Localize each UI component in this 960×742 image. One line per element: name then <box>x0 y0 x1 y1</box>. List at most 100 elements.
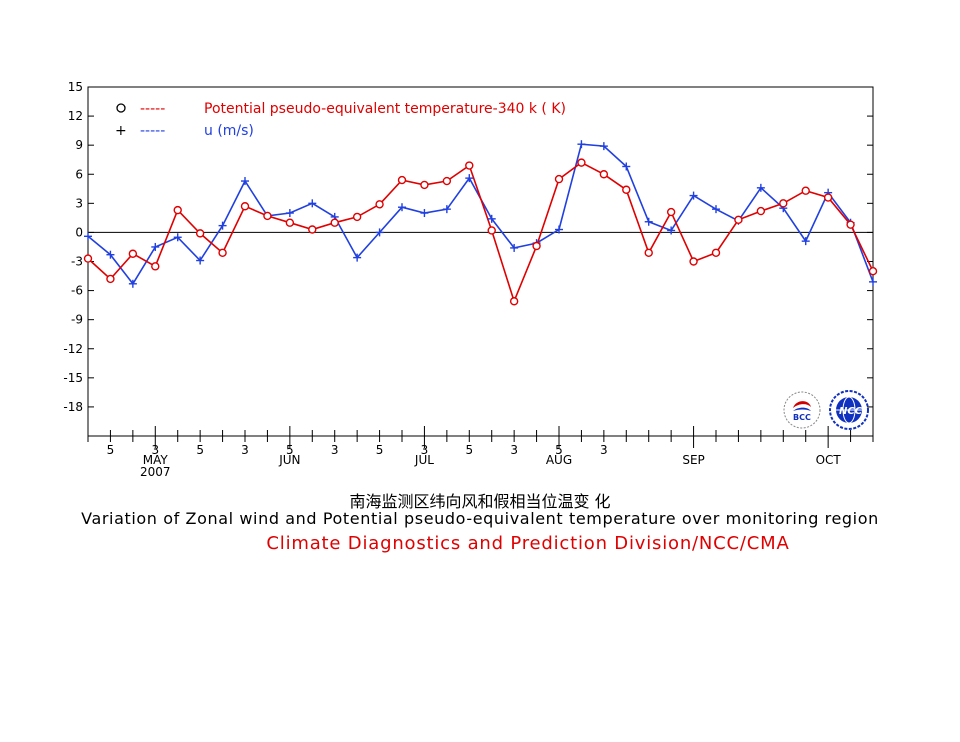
x-month-label: OCT <box>816 453 842 467</box>
temperature-point <box>218 248 227 257</box>
temperature-point <box>151 262 160 271</box>
u-wind-point <box>869 277 877 286</box>
temperature-point <box>442 176 452 186</box>
u-wind-point <box>644 217 653 226</box>
x-day-label: 5 <box>465 443 473 457</box>
u-wind-point <box>173 233 182 242</box>
x-month-label: JUN <box>278 453 300 467</box>
legend: ----- Potential pseudo-equivalent temper… <box>115 101 566 139</box>
temperature-point <box>554 174 564 184</box>
y-tick-label: -3 <box>71 255 83 269</box>
bcc-logo: BCC <box>783 391 821 429</box>
x-month-label: MAY <box>143 453 169 467</box>
u-wind-point <box>577 140 586 149</box>
temperature-point <box>173 205 182 215</box>
x-day-label: 3 <box>241 443 249 457</box>
bcc-logo-swirl-blue <box>793 407 811 411</box>
y-tick-label: -6 <box>71 284 83 298</box>
chart-title-chinese: 南海监测区纬向风和假相当位温变 化 <box>349 492 611 511</box>
temperature-point <box>240 202 250 211</box>
y-tick-label: 12 <box>68 109 83 123</box>
temperature-point <box>801 186 810 195</box>
temperature-point <box>308 225 317 234</box>
u-wind-point <box>353 253 362 262</box>
u-wind-point <box>398 203 406 212</box>
y-axis: 15 12 9 6 3 0 -3 -6 -9 -12 -15 -18 <box>63 80 873 414</box>
y-tick-label: -12 <box>63 342 83 356</box>
u-wind-point <box>128 279 137 288</box>
u-wind-point <box>555 225 563 234</box>
u-wind-point <box>285 209 294 218</box>
legend-dashes-temp: ----- <box>140 101 165 117</box>
x-month-label: SEP <box>682 453 704 467</box>
bcc-logo-text: BCC <box>793 413 811 422</box>
u-wind-point <box>84 232 92 241</box>
temperature-point <box>846 220 855 229</box>
temperature-point <box>352 212 362 222</box>
y-tick-label: -15 <box>63 371 83 385</box>
y-tick-label: 9 <box>75 138 83 152</box>
u-wind-point <box>375 228 384 237</box>
legend-plus-icon: + <box>115 123 127 139</box>
bcc-logo-swirl-red <box>793 401 811 408</box>
bcc-logo-ring <box>783 391 821 429</box>
u-wind-point <box>442 205 451 214</box>
temperature-point <box>756 206 766 216</box>
y-tick-label: 15 <box>68 80 83 94</box>
u-wind-point <box>756 183 765 192</box>
x-day-label: 5 <box>286 443 294 457</box>
series-layer <box>83 140 878 306</box>
u-wind-point <box>196 256 205 265</box>
temperature-point <box>734 215 743 225</box>
x-day-label: 5 <box>196 443 204 457</box>
ncc-logo-text: NCC <box>839 406 863 417</box>
chart-credit: Climate Diagnostics and Prediction Divis… <box>266 533 790 554</box>
u-wind-point <box>689 191 698 200</box>
y-tick-label: 0 <box>75 225 83 239</box>
u-wind-point <box>712 205 720 214</box>
temperature-point <box>644 248 653 257</box>
y-tick-label: -9 <box>71 313 83 327</box>
ncc-logo: NCC <box>829 390 869 430</box>
legend-label-temp: Potential pseudo-equivalent temperature-… <box>204 101 566 117</box>
temperature-point <box>465 161 474 170</box>
u-wind-point <box>151 242 160 251</box>
temperature-point <box>622 185 631 194</box>
u-wind-point <box>308 199 317 208</box>
temperature-point <box>83 254 93 263</box>
u-wind-point <box>218 221 227 230</box>
y-tick-label: -18 <box>63 400 83 414</box>
u-wind-point <box>106 250 115 259</box>
x-day-label: 3 <box>600 443 608 457</box>
temperature-point <box>509 297 519 306</box>
x-day-label: 5 <box>555 443 563 457</box>
chart-title-english: Variation of Zonal wind and Potential ps… <box>81 509 879 528</box>
ncc-logo-ring <box>829 390 869 430</box>
temperature-point <box>868 266 878 276</box>
temperature-point <box>689 257 698 266</box>
x-month-label: AUG <box>546 453 572 467</box>
temperature-point <box>779 199 788 208</box>
temperature-point <box>263 211 272 221</box>
temperature-point <box>666 207 676 217</box>
plot-frame <box>87 86 874 437</box>
temperature-point <box>375 200 384 209</box>
u-wind-point <box>420 209 429 218</box>
series-line-temperature <box>87 161 874 304</box>
x-day-label: 3 <box>151 443 159 457</box>
u-wind-point <box>801 237 810 246</box>
x-day-label: 3 <box>421 443 429 457</box>
u-wind-point <box>465 174 474 183</box>
temperature-point <box>106 274 115 284</box>
temperature-point <box>195 229 205 238</box>
temperature-point <box>711 248 721 257</box>
y-tick-label: 6 <box>75 167 83 181</box>
temperature-point <box>487 226 496 235</box>
temperature-point <box>823 193 833 202</box>
x-day-label: 5 <box>376 443 384 457</box>
temperature-point <box>577 158 586 167</box>
temperature-point <box>599 170 609 179</box>
u-wind-point <box>667 226 676 235</box>
